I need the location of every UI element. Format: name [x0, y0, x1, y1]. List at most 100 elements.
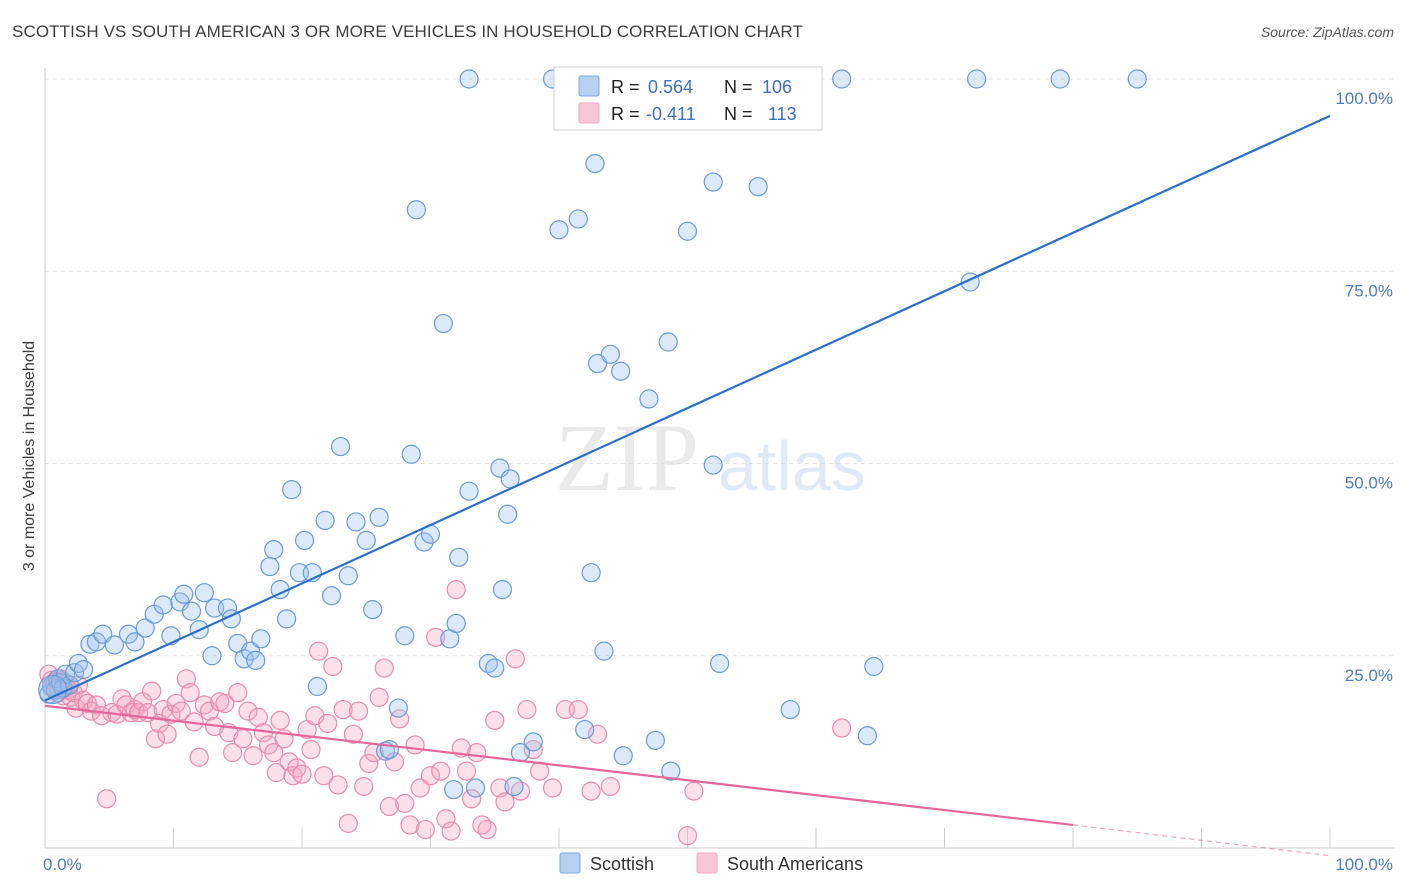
- scottish-point: [321, 586, 342, 606]
- legend: R = 0.564 N = 106 R = -0.411 N = 113: [553, 66, 823, 131]
- south-americans-point: [318, 713, 338, 734]
- south-americans-point: [243, 746, 263, 766]
- scottish-point: [449, 547, 469, 567]
- series-south-americans: [39, 580, 852, 846]
- scottish-point-cluster: [38, 674, 68, 705]
- legend-r-value-1: 0.564: [648, 77, 693, 97]
- scottish-point: [153, 595, 173, 615]
- south-americans-point: [323, 656, 343, 677]
- south-americans-point: [477, 819, 497, 840]
- south-americans-point: [446, 580, 466, 600]
- scottish-point: [276, 609, 297, 629]
- south-americans-point: [354, 776, 374, 797]
- south-americans-point: [431, 761, 451, 781]
- south-americans-point: [467, 743, 487, 763]
- south-americans-point: [436, 809, 456, 829]
- south-americans-point: [223, 743, 243, 763]
- scottish-point: [703, 172, 723, 192]
- series-scottish: [38, 69, 1147, 800]
- scottish-point: [581, 563, 601, 583]
- scottish-point: [677, 221, 698, 241]
- scottish-point: [401, 444, 421, 464]
- scottish-point: [611, 361, 631, 381]
- south-americans-point: [292, 764, 312, 784]
- chart-title: SCOTTISH VS SOUTH AMERICAN 3 OR MORE VEH…: [12, 22, 803, 41]
- legend-swatch-south-americans: [578, 102, 600, 124]
- y-tick-label-2: 75.0%: [1345, 281, 1393, 300]
- watermark-atlas: atlas: [718, 427, 866, 505]
- scottish-point: [444, 779, 464, 800]
- y-tick-label-0: 25.0%: [1345, 666, 1393, 685]
- south-americans-point: [426, 627, 446, 647]
- south-americans-point: [405, 735, 425, 755]
- scottish-point: [459, 69, 479, 89]
- source-label: Source: ZipAtlas.com: [1260, 24, 1394, 40]
- scottish-point: [406, 200, 426, 220]
- south-americans-point: [462, 789, 482, 809]
- south-americans-point: [587, 724, 608, 744]
- south-americans-point: [301, 739, 321, 760]
- bottom-legend: Scottish South Americans: [559, 852, 863, 874]
- bottom-legend-label-south-americans: South Americans: [727, 854, 863, 874]
- trend-lines: [44, 114, 1331, 857]
- south-americans-point: [270, 710, 290, 730]
- south-americans-point: [287, 758, 307, 778]
- scottish-point: [575, 719, 595, 740]
- south-americans-point: [338, 813, 358, 833]
- scottish-point: [661, 761, 681, 781]
- watermark: ZIP atlas: [555, 404, 866, 511]
- scottish-point: [260, 556, 280, 577]
- scottish-point: [613, 746, 633, 766]
- south-americans-point: [359, 753, 379, 774]
- scottish-point: [504, 776, 524, 797]
- south-americans-point: [142, 681, 162, 701]
- south-americans-point: [171, 701, 191, 721]
- scottish-point: [356, 530, 376, 551]
- south-americans-point: [379, 796, 399, 817]
- south-americans-point: [314, 766, 334, 786]
- bottom-legend-label-scottish: Scottish: [590, 854, 654, 874]
- south-americans-point: [581, 781, 601, 801]
- x-tick-label-1: 100.0%: [1335, 855, 1393, 874]
- south-americans-point: [145, 729, 166, 749]
- south-americans-point: [157, 724, 177, 744]
- legend-r-value-2: -0.411: [646, 104, 696, 124]
- legend-n-label-2: N =: [724, 104, 753, 124]
- scottish-point: [395, 626, 415, 646]
- scottish-point: [379, 739, 399, 760]
- legend-r-label-2: R =: [611, 104, 640, 124]
- scottish-point: [315, 510, 335, 531]
- scottish-point: [202, 646, 222, 666]
- scottish-trend-line: [44, 114, 1331, 702]
- scottish-point: [485, 658, 505, 678]
- scottish-point: [294, 530, 315, 551]
- scottish-point: [465, 778, 486, 798]
- scottish-point: [264, 540, 284, 560]
- south-americans-point: [600, 776, 621, 797]
- south-americans-trend-extension: [1072, 824, 1331, 857]
- scottish-point: [710, 653, 730, 674]
- south-americans-point: [395, 793, 415, 813]
- south-americans-point: [343, 724, 363, 744]
- scottish-point: [330, 436, 351, 457]
- scottish-point: [645, 730, 665, 750]
- south-americans-point: [542, 778, 563, 798]
- south-americans-point: [264, 743, 284, 763]
- south-americans-point: [233, 729, 253, 749]
- scottish-point: [857, 726, 878, 746]
- scottish-point: [246, 650, 266, 670]
- south-americans-point: [266, 763, 286, 783]
- scottish-point: [241, 641, 261, 661]
- scottish-point: [492, 580, 513, 600]
- south-americans-point: [348, 701, 369, 721]
- south-americans-point: [400, 815, 420, 835]
- scottish-point: [523, 732, 543, 752]
- scottish-point: [363, 600, 383, 620]
- gridlines: [45, 78, 1395, 657]
- scottish-point: [600, 344, 621, 364]
- south-americans-point: [495, 792, 515, 812]
- scottish-point: [594, 641, 614, 661]
- south-americans-point: [415, 819, 435, 840]
- scottish-point: [174, 584, 194, 604]
